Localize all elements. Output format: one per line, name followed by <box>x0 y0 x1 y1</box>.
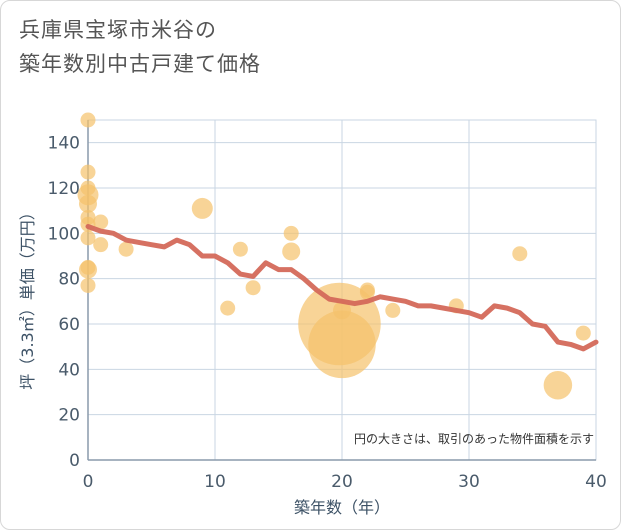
bubble-point <box>232 241 248 257</box>
bubble-point <box>80 230 96 246</box>
x-axis-label: 築年数（年） <box>294 498 390 517</box>
chart-title: 兵庫県宝塚市米谷の 築年数別中古戸建て価格 <box>19 13 261 81</box>
bubble-point <box>191 197 213 219</box>
bubble-series <box>77 112 591 400</box>
bubble-point <box>93 237 109 253</box>
bubble-point <box>245 280 261 296</box>
size-note: 円の大きさは、取引のあった物件面積を示す <box>354 431 594 446</box>
chart-title-line1: 兵庫県宝塚市米谷の <box>19 18 217 42</box>
y-tick-label: 120 <box>48 179 80 199</box>
bubble-point <box>79 260 97 279</box>
bubble-point <box>80 277 96 293</box>
bubble-point <box>308 310 376 379</box>
trend-series <box>85 224 599 352</box>
y-tick-label: 20 <box>58 406 80 426</box>
bubble-point <box>220 300 236 316</box>
trend-line <box>85 224 599 352</box>
bubble-point <box>80 112 96 128</box>
bubble-point <box>80 164 96 180</box>
y-tick-label: 40 <box>58 360 80 380</box>
bubble-point <box>512 246 528 262</box>
bubble-point <box>385 302 401 318</box>
x-tick-label: 10 <box>204 472 226 492</box>
y-tick-label: 80 <box>58 270 80 290</box>
y-tick-label: 100 <box>48 224 80 244</box>
x-tick-label: 0 <box>83 472 94 492</box>
y-tick-label: 60 <box>58 315 80 335</box>
bubble-point <box>543 370 573 400</box>
bubble-point <box>79 194 97 213</box>
chart-title-line2: 築年数別中古戸建て価格 <box>19 52 261 76</box>
y-axis-label: 坪（3.3㎡）単価（万円） <box>18 204 37 389</box>
y-tick-label: 140 <box>48 134 80 154</box>
bubble-point <box>282 242 301 261</box>
tick-labels: 0 10 20 30 40 0 20 40 60 80 100 120 140 <box>48 134 607 492</box>
bubble-point <box>359 284 375 300</box>
y-tick-label: 0 <box>69 451 80 471</box>
bubble-point <box>575 325 591 341</box>
x-tick-label: 40 <box>585 472 607 492</box>
x-tick-label: 20 <box>331 472 353 492</box>
bubble-point <box>283 225 299 241</box>
x-tick-label: 30 <box>458 472 480 492</box>
bubble-point <box>93 214 109 230</box>
bubble-point <box>118 241 134 257</box>
